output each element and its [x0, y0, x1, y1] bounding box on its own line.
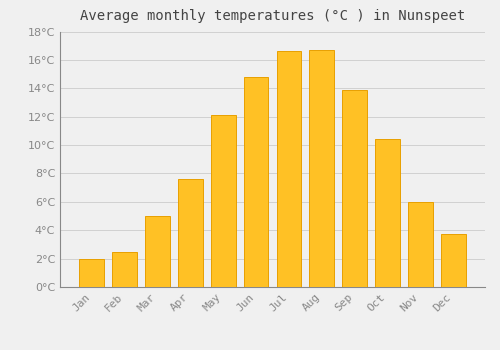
Bar	[244, 77, 268, 287]
Title: Average monthly temperatures (°C ) in Nunspeet: Average monthly temperatures (°C ) in Nu…	[80, 9, 465, 23]
Bar	[145, 216, 170, 287]
Bar	[376, 139, 400, 287]
Bar	[276, 51, 301, 287]
Bar	[80, 259, 104, 287]
Bar	[310, 50, 334, 287]
Bar	[211, 115, 236, 287]
Bar	[112, 252, 137, 287]
Bar	[408, 202, 433, 287]
Bar	[178, 179, 203, 287]
Bar	[441, 234, 466, 287]
Bar	[342, 90, 367, 287]
